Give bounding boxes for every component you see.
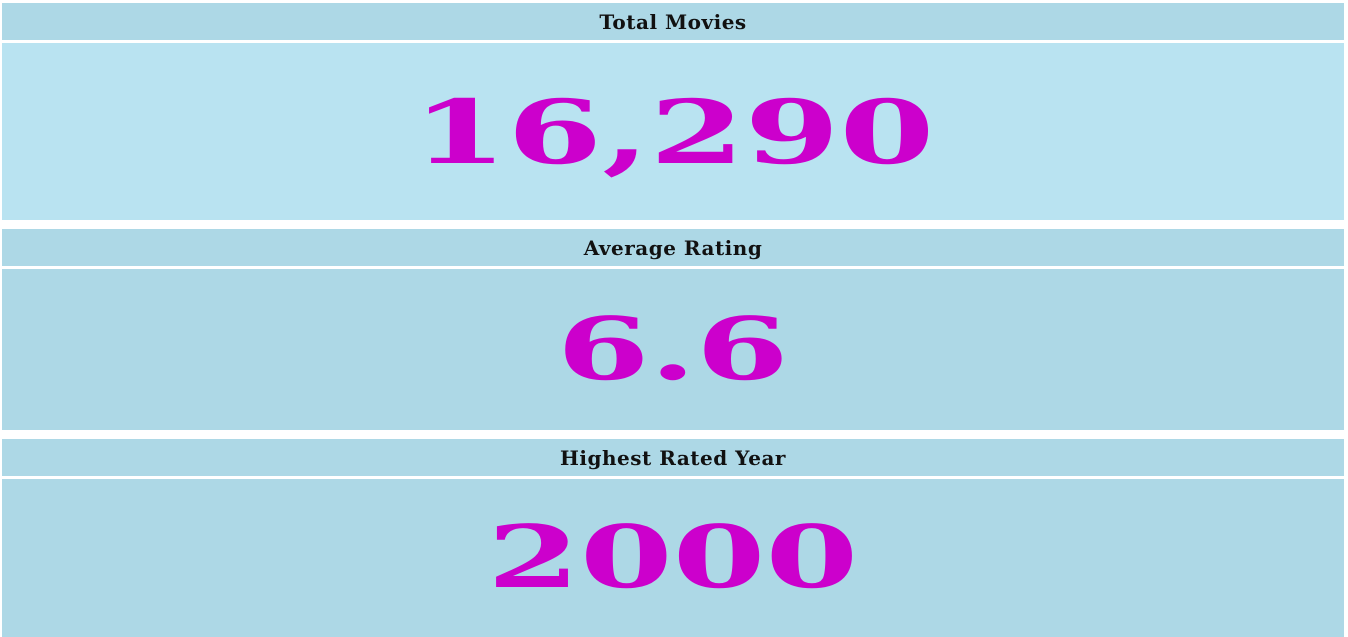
highest-rated-year-panel: 2000 bbox=[2, 479, 1344, 637]
average-rating-panel: 6.6 bbox=[2, 269, 1344, 430]
highest-rated-year-value: 2000 bbox=[487, 507, 859, 608]
average-rating-value: 6.6 bbox=[557, 298, 789, 400]
highest-rated-year-title: Highest Rated Year bbox=[2, 439, 1344, 476]
total-movies-panel: 16,290 bbox=[2, 43, 1344, 220]
average-rating-title: Average Rating bbox=[2, 229, 1344, 266]
total-movies-title: Total Movies bbox=[2, 3, 1344, 40]
total-movies-value: 16,290 bbox=[411, 79, 935, 184]
